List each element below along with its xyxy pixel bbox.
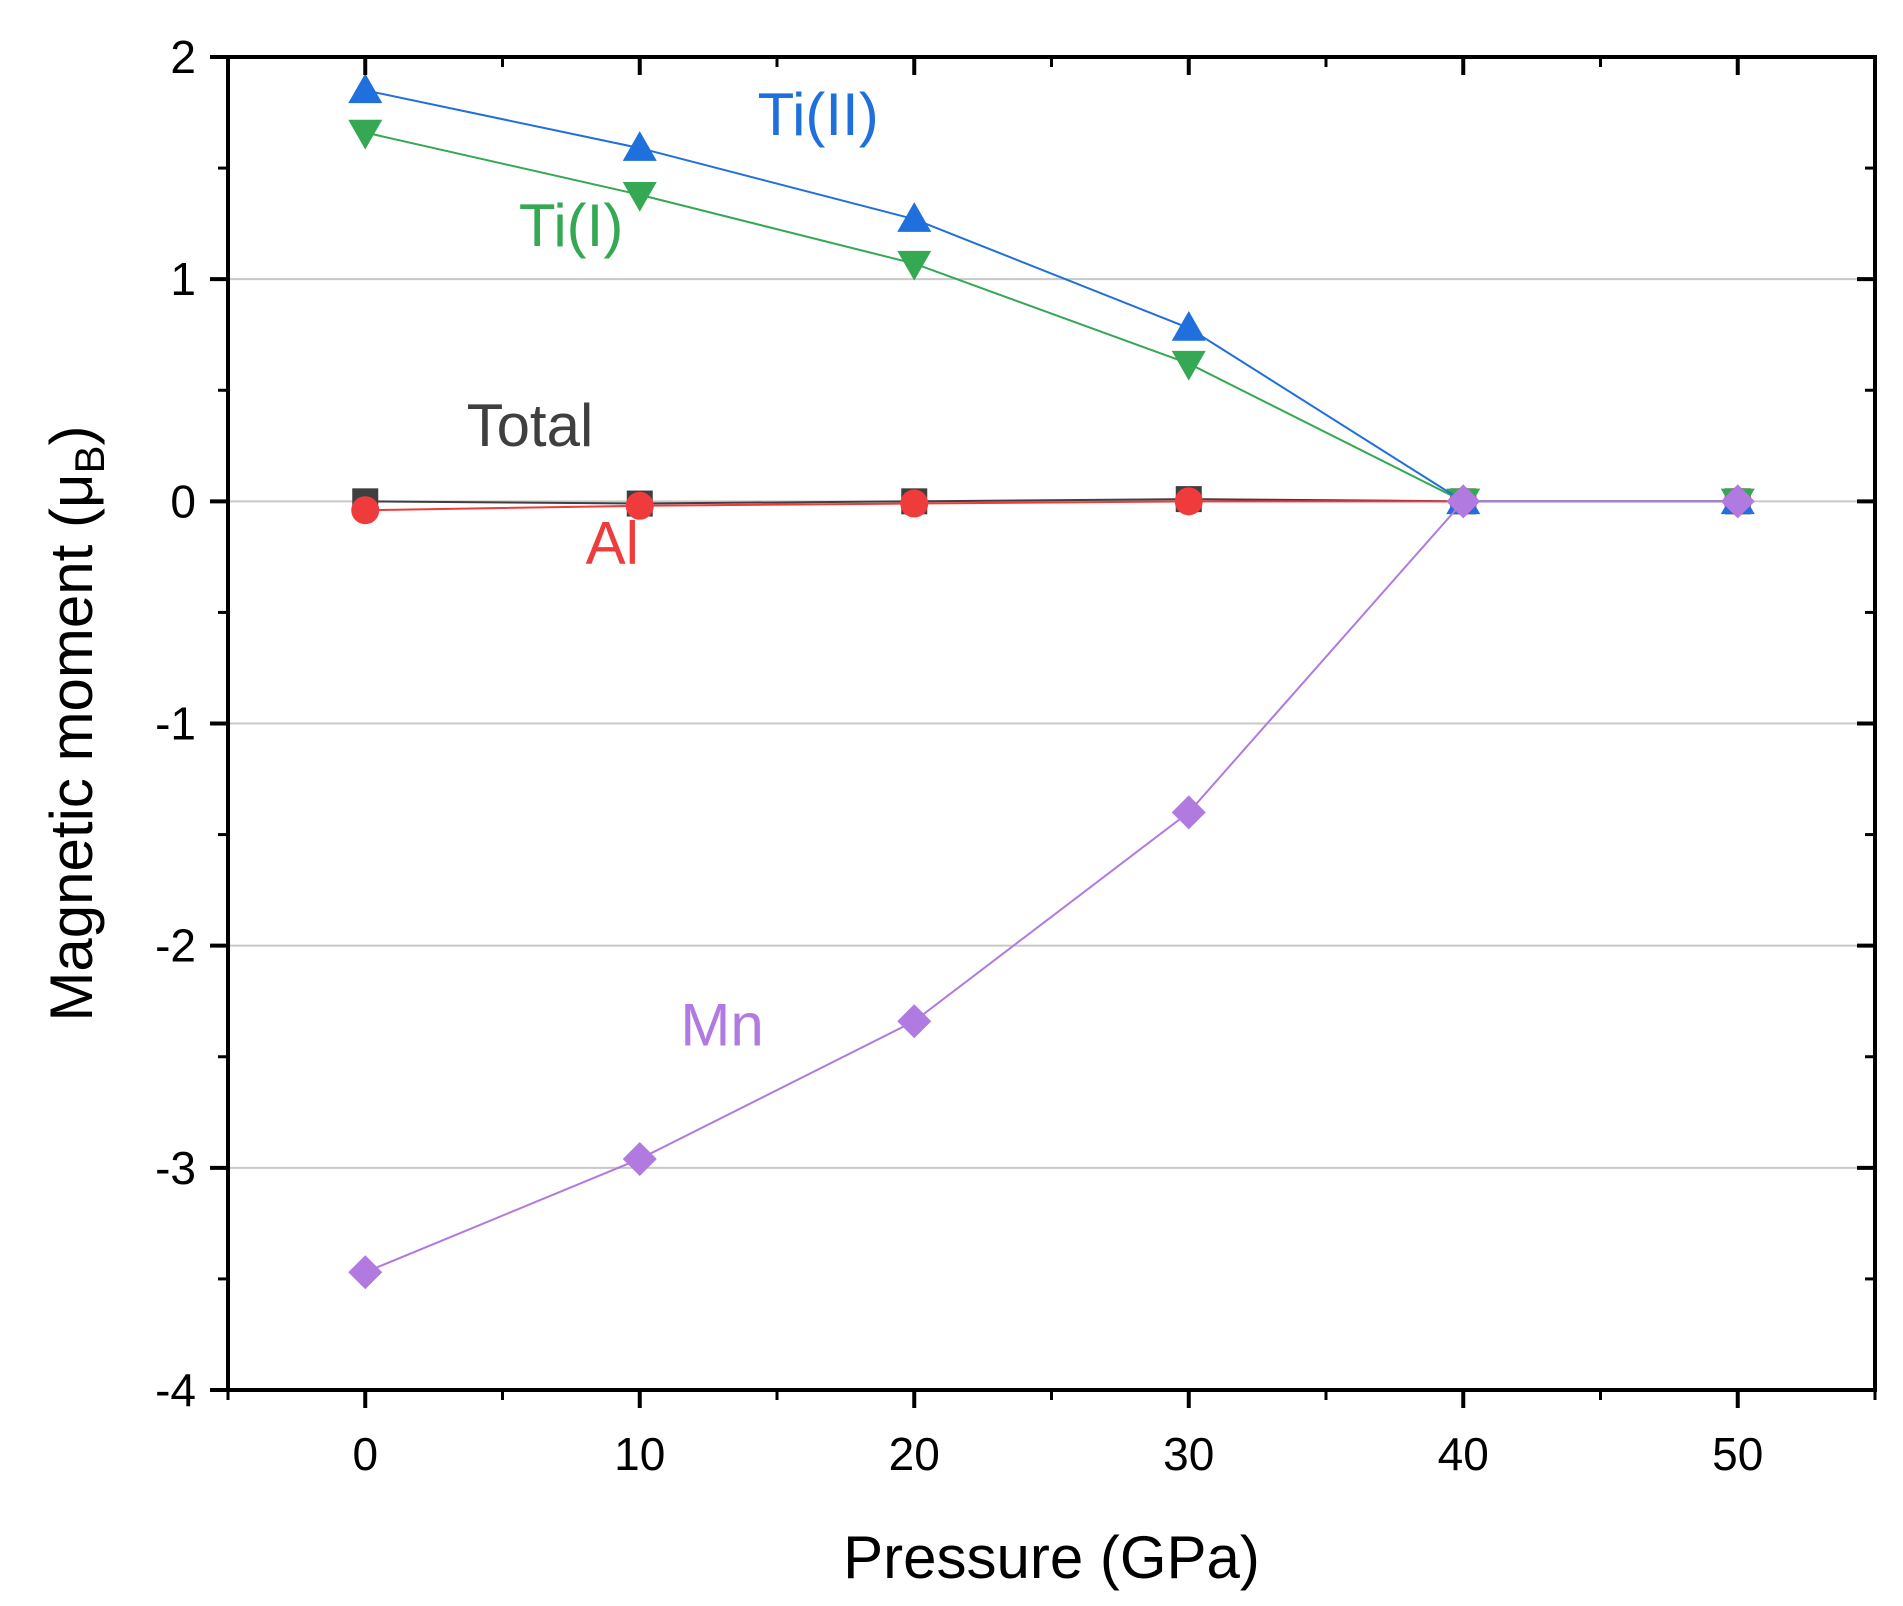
data-point-ti-i — [897, 250, 932, 281]
data-point-ti-i — [622, 181, 657, 212]
series-line-mn — [364, 500, 1738, 1274]
series-label-ti-ii: Ti(II) — [758, 81, 879, 148]
series-label-total: Total — [467, 392, 594, 459]
data-point-mn — [1446, 484, 1481, 519]
y-tick-label: -3 — [155, 1142, 196, 1194]
data-point-al — [625, 491, 654, 520]
data-point-ti-ii — [348, 73, 383, 104]
series-label-ti-i: Ti(I) — [519, 192, 623, 259]
data-point-mn — [622, 1141, 657, 1176]
data-point-mn — [348, 1255, 383, 1290]
series-labels: Total Al Ti(I) Ti(II) Mn — [467, 81, 879, 1059]
data-point-ti-ii — [897, 202, 932, 232]
series-al — [351, 487, 1752, 525]
y-axis-title-subscript: B — [66, 445, 113, 473]
data-point-mn — [897, 1004, 932, 1039]
y-axis-title-close: ) — [38, 425, 105, 445]
x-tick-label: 30 — [1163, 1428, 1214, 1480]
y-tick-label: -2 — [155, 920, 196, 972]
x-tick-label: 50 — [1712, 1428, 1763, 1480]
data-point-mn — [1720, 484, 1755, 519]
data-point-ti-i — [348, 119, 383, 150]
y-axis-title: Magnetic moment (μB) — [38, 425, 113, 1021]
data-point-mn — [1171, 795, 1206, 830]
data-point-al — [1174, 487, 1203, 516]
x-axis-title: Pressure (GPa) — [843, 1524, 1260, 1591]
data-point-al — [351, 496, 380, 525]
x-tick-label: 20 — [889, 1428, 940, 1480]
x-tick-label: 10 — [614, 1428, 665, 1480]
y-tick-label: -1 — [155, 698, 196, 750]
y-tick-label: 1 — [170, 253, 196, 305]
y-tick-label: -4 — [155, 1364, 196, 1416]
data-point-ti-i — [1171, 350, 1206, 381]
data-point-ti-ii — [622, 131, 657, 161]
data-point-ti-ii — [1171, 311, 1206, 341]
series-label-mn: Mn — [680, 992, 763, 1059]
y-axis-title-main: Magnetic moment (μ — [38, 473, 105, 1021]
x-tick-label: 40 — [1438, 1428, 1489, 1480]
series-mn — [348, 484, 1755, 1290]
data-point-al — [900, 489, 929, 518]
y-tick-label: 0 — [170, 475, 196, 527]
series-label-al: Al — [586, 510, 639, 577]
x-tick-label: 0 — [352, 1428, 378, 1480]
data-series — [348, 73, 1755, 1290]
y-tick-label: 2 — [170, 31, 196, 83]
